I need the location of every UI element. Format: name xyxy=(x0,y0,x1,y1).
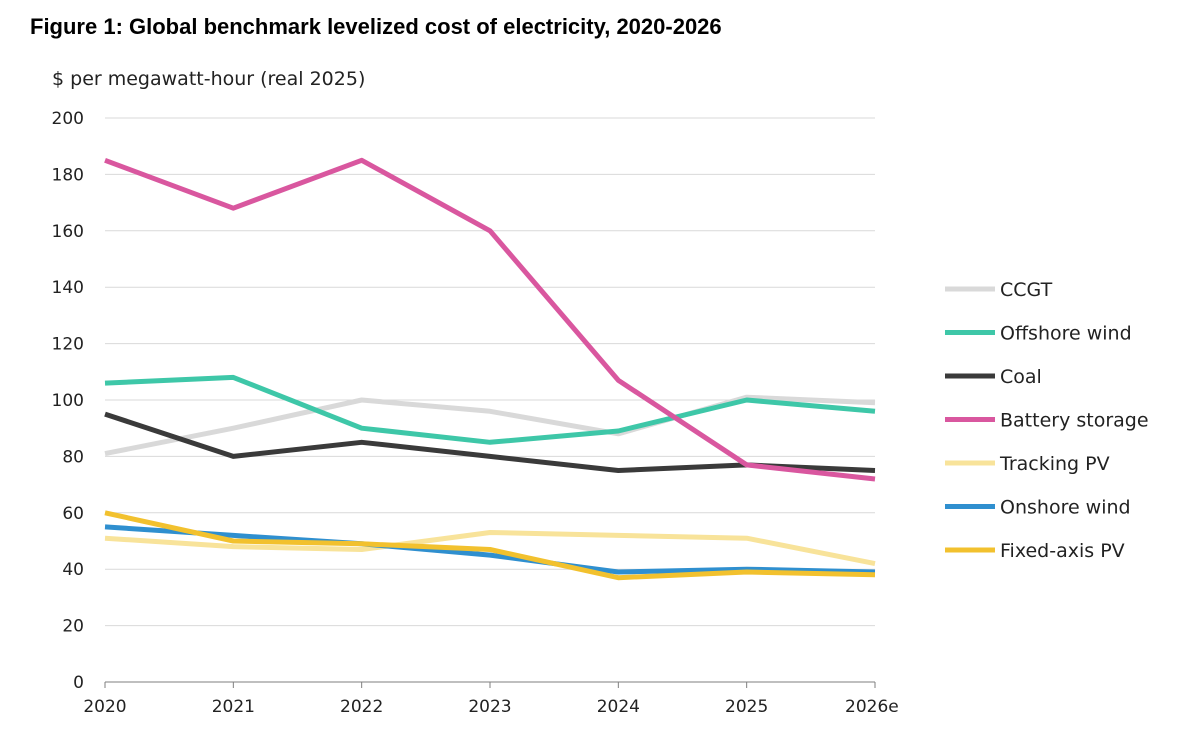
x-tick-label: 2020 xyxy=(83,697,126,717)
y-tick-label: 40 xyxy=(62,560,84,580)
legend-label: Battery storage xyxy=(1000,410,1149,432)
legend-label: Onshore wind xyxy=(1000,497,1131,519)
chart-title: Figure 1: Global benchmark levelized cos… xyxy=(30,14,722,39)
series-line-battery-storage xyxy=(104,157,876,482)
x-tick-label: 2024 xyxy=(597,697,640,717)
y-tick-label: 120 xyxy=(52,335,84,355)
legend: CCGT Offshore wind Coal Battery storage Trac… xyxy=(945,279,1149,562)
x-axis-ticks: 2020 2021 2022 2023 2024 2025 2026e xyxy=(83,681,899,717)
y-tick-label: 60 xyxy=(62,504,84,524)
x-tick-label: 2022 xyxy=(340,697,383,717)
x-tick-label: 2021 xyxy=(212,697,255,717)
series-line-fixed-axis-pv xyxy=(104,510,876,581)
series-line-offshore-wind xyxy=(104,374,876,445)
y-axis-ticks: 0 20 40 60 80 100 120 140 160 180 200 xyxy=(52,109,84,693)
y-tick-label: 100 xyxy=(52,391,84,411)
y-axis-label: $ per megawatt-hour (real 2025) xyxy=(52,68,366,90)
series-line-tracking-pv xyxy=(104,530,876,567)
series-lines xyxy=(104,157,876,581)
series-line-onshore-wind xyxy=(104,524,876,575)
gridlines xyxy=(105,117,875,627)
legend-label: Tracking PV xyxy=(999,453,1110,475)
y-tick-label: 80 xyxy=(62,447,84,467)
x-tick-label: 2023 xyxy=(468,697,511,717)
y-tick-label: 20 xyxy=(62,617,84,637)
y-tick-label: 180 xyxy=(52,165,84,185)
x-tick-label: 2025 xyxy=(725,697,768,717)
y-tick-label: 0 xyxy=(73,673,84,693)
legend-label: CCGT xyxy=(1000,279,1053,301)
legend-label: Coal xyxy=(1000,366,1042,388)
y-tick-label: 200 xyxy=(52,109,84,129)
legend-label: Fixed-axis PV xyxy=(1000,540,1125,562)
series-line-ccgt xyxy=(104,394,876,457)
x-tick-label: 2026e xyxy=(845,697,899,717)
y-tick-label: 160 xyxy=(52,222,84,242)
legend-label: Offshore wind xyxy=(1000,323,1132,345)
y-tick-label: 140 xyxy=(52,278,84,298)
